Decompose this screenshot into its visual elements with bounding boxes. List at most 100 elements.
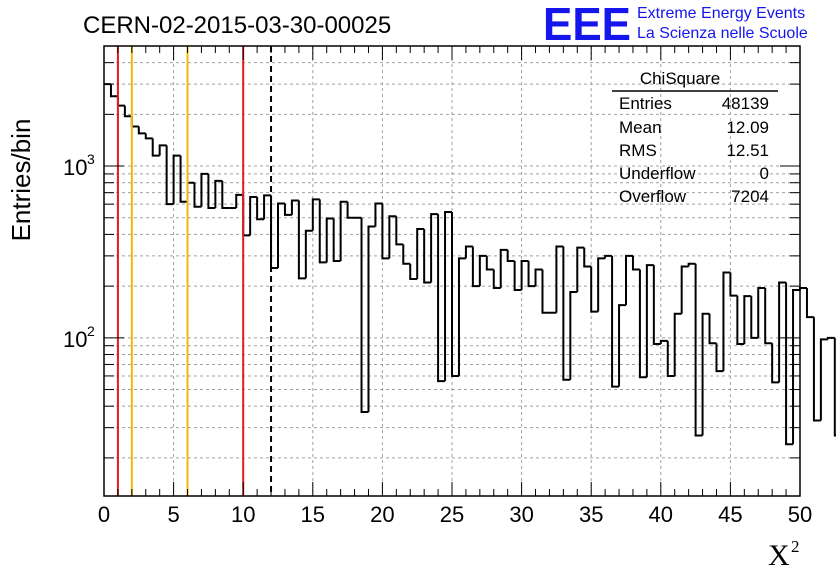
histogram-bin (263, 194, 272, 220)
y-tick-label-base: 10 (63, 155, 87, 180)
x-tick-label: 40 (649, 502, 673, 527)
histogram-bin (659, 339, 668, 345)
y-tick-label: 10 3 (63, 151, 95, 180)
histogram-bin (339, 200, 348, 262)
y-axis-label: Entries/bin (6, 119, 36, 242)
x-tick-label: 0 (98, 502, 110, 527)
histogram-bin (374, 202, 383, 227)
stats-row: Mean 12.09 (619, 118, 769, 137)
chart-title: CERN-02-2015-03-30-00025 (83, 12, 391, 39)
eee-logo-mark: EEE (543, 0, 631, 50)
eee-logo: EEE Extreme Energy Events La Scienza nel… (543, 0, 808, 50)
stats-title: ChiSquare (640, 69, 720, 88)
histogram-bin (541, 269, 550, 314)
x-axis-label-exponent: 2 (791, 537, 800, 556)
histogram-bin (478, 254, 487, 287)
stats-value: 48139 (722, 94, 769, 113)
stats-label: Mean (619, 118, 662, 137)
histogram-bin (618, 304, 626, 387)
histogram-bin (256, 197, 265, 221)
histogram-bin (792, 288, 800, 445)
stats-box: ChiSquare Entries 48139 Mean 12.09 RMS 1… (612, 69, 778, 206)
histogram-bin (200, 172, 209, 207)
x-tick-label: 35 (579, 502, 603, 527)
histogram-bin (277, 202, 285, 268)
x-tick-label: 15 (301, 502, 325, 527)
stats-label: Underflow (619, 164, 696, 183)
histogram-bin (332, 218, 341, 263)
histogram-bin (631, 255, 640, 271)
y-tick-label-base: 10 (63, 327, 87, 352)
stats-label: Overflow (619, 187, 687, 206)
histogram-bin (569, 290, 578, 380)
y-tick-label-exponent: 3 (87, 151, 95, 167)
histogram-bin (638, 269, 647, 379)
y-tick-label-exponent: 2 (87, 323, 95, 339)
x-tick-label: 45 (718, 502, 742, 527)
histogram-bin (513, 261, 522, 291)
histogram-bin (151, 138, 160, 157)
histogram-bin (346, 201, 355, 219)
x-axis-label: X 2 (768, 537, 800, 572)
histogram-bin (207, 173, 216, 209)
stats-value: 12.09 (726, 118, 769, 137)
histogram-bin (485, 255, 494, 271)
stats-value: 0 (760, 164, 769, 183)
histogram-bin (416, 228, 425, 280)
histogram-bin (590, 266, 599, 313)
histogram-bin (221, 180, 230, 209)
histogram-bin (492, 269, 501, 290)
histogram-bin (805, 288, 814, 319)
histogram-bin (576, 246, 585, 292)
stats-label: Entries (619, 94, 672, 113)
histogram-bin (144, 133, 153, 140)
histogram-bin (437, 214, 446, 383)
histogram-bin (673, 312, 682, 376)
histogram-bin (715, 343, 724, 373)
vertical-markers (116, 46, 273, 496)
histogram-bin (388, 215, 397, 259)
stats-value: 7204 (731, 187, 769, 206)
histogram-bin (708, 313, 717, 345)
x-tick-label: 25 (440, 502, 464, 527)
histogram-bin (812, 317, 821, 422)
histogram-bin (444, 211, 452, 382)
stats-row: Overflow 7204 (619, 187, 769, 206)
stats-row: Underflow 0 (619, 164, 769, 183)
histogram-bin (193, 182, 202, 208)
histogram-bin (165, 145, 174, 206)
histogram-bin (402, 244, 411, 265)
histogram-bin (506, 249, 515, 263)
histogram-bin (235, 193, 244, 208)
histogram-bin (555, 245, 564, 313)
histogram-bin (534, 268, 543, 287)
stats-value: 12.51 (726, 141, 769, 160)
histogram-bin (158, 144, 167, 156)
x-tick-labels: 0 5 10 15 20 25 30 35 40 45 50 (98, 502, 812, 527)
grid-lines (104, 45, 800, 496)
histogram-bin (457, 257, 466, 376)
eee-logo-line1: Extreme Energy Events (637, 5, 805, 22)
histogram-bin (722, 271, 731, 372)
histogram-bin (304, 229, 313, 279)
histogram-bin (687, 262, 696, 267)
histogram-bin (409, 263, 418, 281)
histogram-bin (499, 248, 508, 289)
axis-ticks (103, 45, 801, 496)
histogram-bin (290, 199, 299, 215)
histogram-bin (771, 343, 780, 384)
x-axis-label-base: X (768, 539, 790, 572)
histogram-bin (729, 272, 738, 297)
histogram-bin (430, 213, 439, 283)
histogram-bin (471, 246, 480, 288)
histogram-bin (680, 265, 689, 314)
histogram-bin (109, 84, 118, 98)
histogram-bin (172, 154, 181, 205)
histogram-bin (645, 264, 654, 378)
x-tick-label: 5 (167, 502, 179, 527)
stats-row: RMS 12.51 (619, 141, 769, 160)
histogram-bin (597, 257, 606, 312)
histogram-bin (249, 196, 258, 236)
